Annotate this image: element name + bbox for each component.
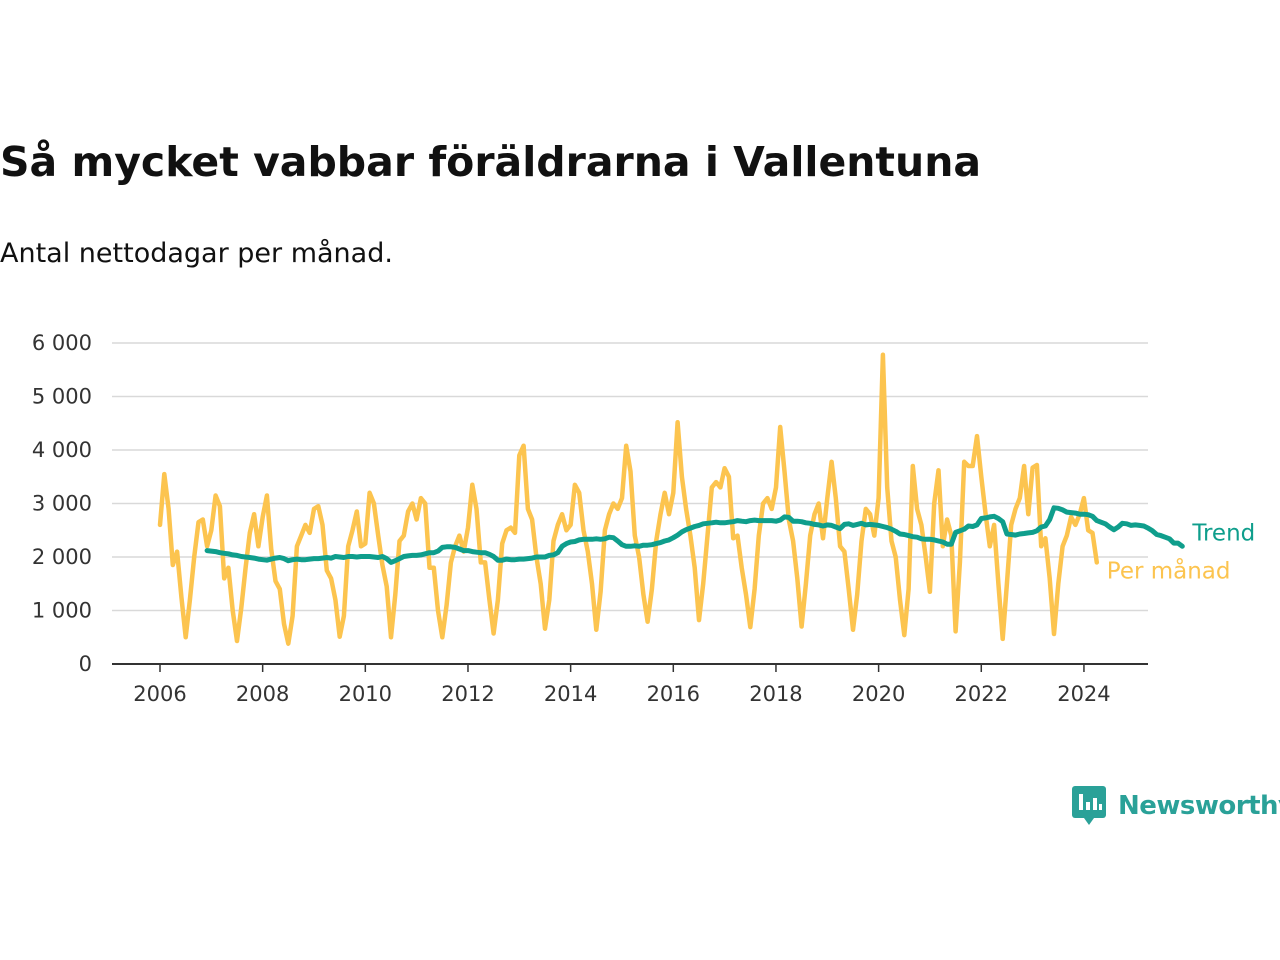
brand-name: Newsworthy	[1118, 791, 1280, 821]
series-lines	[157, 352, 1185, 646]
x-tick-label: 2016	[647, 682, 700, 706]
trend-line	[204, 505, 1185, 565]
x-tick-label: 2014	[544, 682, 597, 706]
chart-title: Så mycket vabbar föräldrarna i Vallentun…	[0, 138, 982, 186]
series-labels: Per månad Trend	[1107, 520, 1256, 584]
x-tick-label: 2022	[955, 682, 1008, 706]
brand-logo: Newsworthy	[1072, 786, 1280, 826]
y-axis-ticks: 0 1 000 2 000 3 000 4 000 5 000 6 000	[32, 331, 92, 676]
y-tick-label: 0	[79, 652, 92, 676]
y-tick-label: 1 000	[32, 599, 92, 623]
x-tick-label: 2024	[1057, 682, 1110, 706]
x-tick-label: 2018	[749, 682, 802, 706]
y-tick-label: 3 000	[32, 492, 92, 516]
x-tick-label: 2006	[133, 682, 186, 706]
x-tick-label: 2010	[339, 682, 392, 706]
monthly-line	[157, 352, 1100, 646]
y-tick-label: 6 000	[32, 331, 92, 355]
x-tick-label: 2020	[852, 682, 905, 706]
y-tick-label: 2 000	[32, 545, 92, 569]
y-tick-label: 5 000	[32, 385, 92, 409]
line-chart: 0 1 000 2 000 3 000 4 000 5 000 6 000 2006 2008…	[32, 331, 1256, 706]
monthly-label: Per månad	[1107, 556, 1231, 584]
chart-subtitle: Antal nettodagar per månad.	[0, 238, 393, 269]
chart-bubble-icon	[1072, 786, 1106, 825]
y-tick-label: 4 000	[32, 438, 92, 462]
trend-label: Trend	[1191, 520, 1255, 546]
x-axis-ticks: 2006 2008 2010 2012 2014 2016 2018 2020 2022 2024	[133, 664, 1111, 706]
x-tick-label: 2012	[441, 682, 494, 706]
x-tick-label: 2008	[236, 682, 289, 706]
